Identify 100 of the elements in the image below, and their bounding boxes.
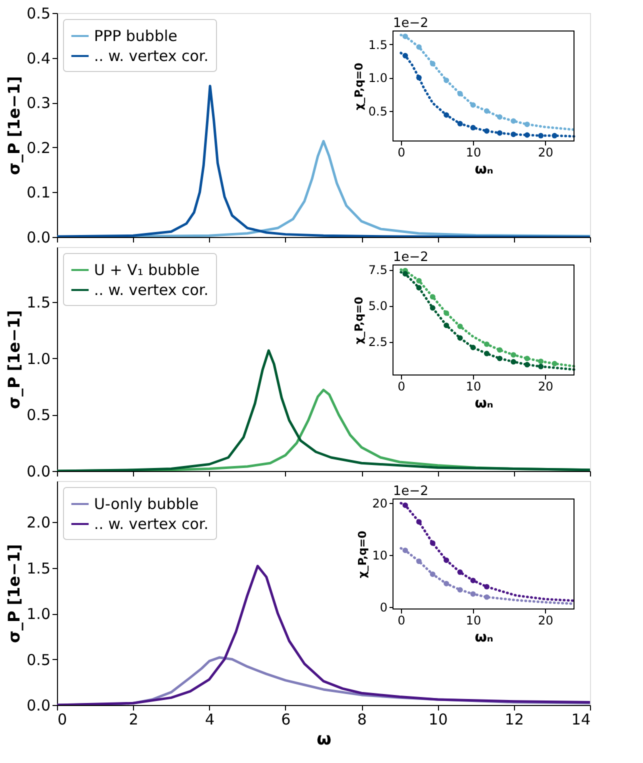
y-tick-label: 0.0 <box>26 696 50 714</box>
point <box>430 294 436 300</box>
point <box>416 278 422 284</box>
y-axis-title: σ_P [1e−1] <box>4 76 24 175</box>
y-tick-label: 1.0 <box>368 71 388 86</box>
point <box>524 362 530 368</box>
x-tick-label: 14 <box>571 710 590 728</box>
point <box>538 358 544 364</box>
point <box>552 360 558 366</box>
point <box>510 118 516 124</box>
legend-label: U-only bubble <box>94 495 199 513</box>
point <box>524 356 530 362</box>
point <box>510 359 516 364</box>
line-series <box>400 502 576 602</box>
point <box>538 364 544 370</box>
x-axis-title: ωₙ <box>474 162 494 178</box>
point <box>402 502 408 508</box>
legend-label: .. w. vertex cor. <box>94 47 208 65</box>
point <box>484 350 490 356</box>
x-tick-label: 0 <box>398 146 406 160</box>
y-tick-label: 0.0 <box>26 228 50 246</box>
legend-label: PPP bubble <box>94 27 178 45</box>
y-tick-label: 0.5 <box>26 4 50 22</box>
y-tick-label: 0.5 <box>368 104 388 118</box>
x-tick-label: 10 <box>466 614 482 628</box>
point <box>510 132 516 138</box>
x-tick-label: 0 <box>398 380 406 394</box>
x-tick-label: 6 <box>281 710 291 728</box>
point <box>484 128 490 134</box>
x-tick-label: 10 <box>466 146 482 160</box>
point <box>457 335 463 341</box>
y-tick-label: 0.5 <box>26 406 50 424</box>
point <box>444 112 450 118</box>
point <box>402 34 408 40</box>
point <box>470 591 476 597</box>
point <box>552 132 558 138</box>
x-tick-label: 10 <box>466 380 482 394</box>
y-tick-label: 0.3 <box>26 94 50 112</box>
x-tick-label: 20 <box>538 614 554 628</box>
y-axis-title: σ_P [1e−1] <box>4 544 24 643</box>
annotation: 1e−2 <box>393 16 428 31</box>
legend-label: .. w. vertex cor. <box>94 515 208 533</box>
y-tick-label: 5.0 <box>368 299 388 314</box>
y-tick-label: 1.5 <box>368 38 388 52</box>
point <box>457 90 463 96</box>
x-tick-label: 10 <box>428 710 448 728</box>
y-tick-label: 1.5 <box>26 294 50 312</box>
y-tick-label: 2.5 <box>368 335 388 350</box>
point <box>430 305 436 311</box>
x-tick-label: 4 <box>205 710 215 728</box>
point <box>444 322 450 328</box>
y-tick-label: 0 <box>380 600 388 614</box>
point <box>457 569 463 575</box>
y-tick-label: 1.0 <box>26 605 50 624</box>
x-tick-label: 0 <box>58 710 68 728</box>
line-series <box>400 52 576 138</box>
x-axis-title: ω <box>316 730 332 750</box>
y-tick-label: 20 <box>372 496 388 511</box>
point <box>484 341 490 347</box>
y-tick-label: 2.0 <box>26 514 50 532</box>
legend-label: U + V₁ bubble <box>94 261 200 279</box>
annotation: 1e−2 <box>393 250 428 265</box>
y-tick-label: 1.0 <box>26 350 50 368</box>
point <box>484 584 490 590</box>
point <box>524 122 530 128</box>
point <box>416 44 422 50</box>
point <box>402 548 408 554</box>
point <box>470 102 476 108</box>
x-tick-label: 0 <box>398 614 406 628</box>
point <box>496 356 502 362</box>
point <box>524 132 530 138</box>
y-tick-label: 1.5 <box>26 559 50 578</box>
y-tick-label: 7.5 <box>368 263 388 278</box>
point <box>496 347 502 353</box>
y-tick-label: 0.2 <box>26 138 50 157</box>
y-tick-label: 0.5 <box>26 650 50 669</box>
point <box>416 74 422 80</box>
y-axis-title: χ_P,q=0 <box>352 296 366 344</box>
point <box>496 114 502 120</box>
point <box>444 557 450 563</box>
point <box>416 558 422 564</box>
point <box>444 580 450 586</box>
y-axis-title: σ_P [1e−1] <box>4 310 24 409</box>
x-tick-label: 20 <box>538 380 554 394</box>
point <box>430 540 436 546</box>
x-tick-label: 2 <box>128 710 138 728</box>
y-tick-label: 0.4 <box>26 49 50 68</box>
point <box>484 108 490 114</box>
point <box>457 324 463 330</box>
x-axis-title: ωₙ <box>474 630 494 646</box>
point <box>484 594 490 600</box>
y-tick-label: 0.0 <box>26 462 50 480</box>
x-tick-label: 12 <box>504 710 524 728</box>
point <box>444 78 450 84</box>
point <box>496 130 502 136</box>
point <box>470 578 476 584</box>
point <box>538 132 544 138</box>
y-tick-label: 10 <box>372 548 388 563</box>
y-axis-title: χ_P,q=0 <box>352 62 366 110</box>
point <box>416 519 422 525</box>
